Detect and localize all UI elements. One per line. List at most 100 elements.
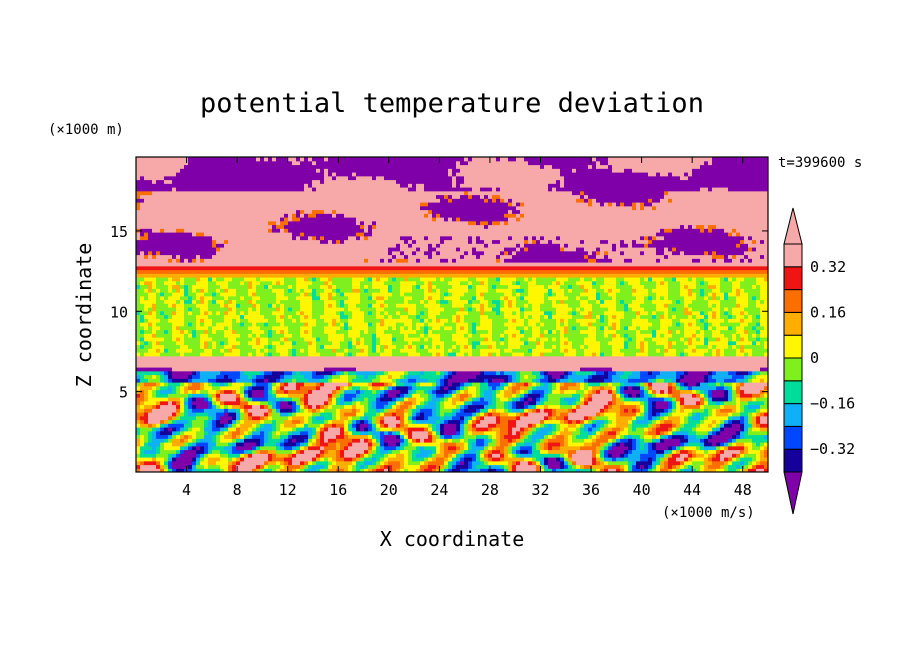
heatmap-cell — [372, 427, 377, 432]
heatmap-cell — [340, 442, 349, 447]
heatmap-cell — [660, 333, 665, 338]
heatmap-cell — [488, 198, 493, 203]
heatmap-cell — [260, 280, 273, 286]
heatmap-cell — [544, 397, 549, 402]
heatmap-cell — [540, 427, 553, 432]
heatmap-cell — [356, 235, 361, 241]
heatmap-cell — [388, 400, 393, 406]
heatmap-cell — [656, 250, 665, 256]
heatmap-cell — [704, 460, 713, 466]
heatmap-cell — [648, 442, 653, 447]
heatmap-cell — [332, 292, 337, 297]
heatmap-cell — [736, 295, 749, 301]
heatmap-cell — [532, 404, 537, 409]
heatmap-cell — [488, 464, 501, 469]
heatmap-cell — [396, 445, 401, 451]
heatmap-cell — [360, 295, 369, 301]
heatmap-cell — [480, 322, 493, 327]
heatmap-cell — [760, 318, 768, 323]
heatmap-cell — [592, 374, 609, 379]
heatmap-cell — [184, 314, 197, 319]
heatmap-cell — [624, 434, 629, 439]
heatmap-cell — [744, 389, 761, 394]
heatmap-cell — [736, 277, 745, 282]
heatmap-cell — [468, 239, 473, 244]
heatmap-cell — [500, 352, 513, 357]
heatmap-cell — [412, 382, 417, 387]
heatmap-cell — [684, 224, 689, 229]
heatmap-cell — [564, 292, 581, 297]
heatmap-cell — [504, 198, 509, 203]
heatmap-cell — [464, 382, 469, 387]
heatmap-cell — [156, 340, 161, 346]
heatmap-cell — [688, 224, 693, 229]
heatmap-cell — [644, 404, 649, 409]
heatmap-cell — [280, 307, 285, 312]
heatmap-cell — [604, 288, 609, 293]
heatmap-cell — [464, 314, 481, 319]
heatmap-cell — [680, 385, 685, 391]
heatmap-cell — [572, 190, 581, 196]
heatmap-cell — [404, 333, 409, 338]
heatmap-cell — [536, 404, 545, 409]
heatmap-cell — [740, 303, 749, 308]
heatmap-cell — [668, 449, 673, 454]
heatmap-cell — [484, 370, 497, 376]
heatmap-cell — [180, 445, 185, 451]
heatmap-cell — [312, 340, 317, 346]
heatmap-cell — [432, 352, 437, 357]
heatmap-cell — [496, 277, 501, 282]
heatmap-cell — [168, 284, 173, 289]
heatmap-cell — [692, 258, 701, 263]
heatmap-cell — [548, 434, 553, 439]
heatmap-cell — [148, 412, 173, 417]
heatmap-cell — [280, 217, 285, 222]
heatmap-cell — [580, 382, 585, 387]
heatmap-cell — [508, 209, 513, 214]
heatmap-cell — [268, 453, 273, 458]
heatmap-cell — [160, 389, 173, 394]
heatmap-cell — [560, 318, 565, 323]
heatmap-cell — [664, 434, 669, 439]
heatmap-cell — [744, 344, 765, 349]
heatmap-cell — [688, 288, 693, 293]
heatmap-cell — [420, 445, 425, 451]
heatmap-cell — [420, 438, 425, 443]
heatmap-cell — [236, 344, 253, 349]
heatmap-cell — [408, 457, 413, 462]
heatmap-cell — [428, 247, 437, 252]
heatmap-cell — [616, 419, 629, 424]
heatmap-cell — [540, 378, 549, 383]
heatmap-cell — [292, 284, 297, 289]
heatmap-cell — [456, 370, 481, 376]
heatmap-cell — [552, 468, 557, 472]
heatmap-cell — [636, 325, 641, 331]
heatmap-cell — [276, 318, 285, 323]
heatmap-cell — [648, 430, 657, 436]
heatmap-cell — [144, 408, 153, 413]
heatmap-cell — [252, 427, 257, 432]
heatmap-cell — [216, 329, 225, 334]
heatmap-cell — [364, 329, 369, 334]
heatmap-cell — [284, 438, 289, 443]
heatmap-cell — [576, 468, 581, 472]
heatmap-cell — [628, 464, 633, 469]
heatmap-cell — [544, 370, 549, 376]
heatmap-cell — [312, 187, 317, 192]
heatmap-cell — [604, 457, 613, 462]
heatmap-cell — [272, 370, 285, 376]
heatmap-cell — [492, 393, 497, 398]
heatmap-cell — [164, 344, 181, 349]
heatmap-cell — [536, 438, 541, 443]
heatmap-cell — [712, 393, 725, 398]
heatmap-cell — [464, 445, 469, 451]
heatmap-cell — [688, 385, 693, 391]
heatmap-cell — [580, 322, 589, 327]
heatmap-cell — [164, 442, 173, 447]
heatmap-cell — [628, 393, 633, 398]
heatmap-cell — [580, 400, 585, 406]
heatmap-cell — [212, 344, 217, 349]
heatmap-cell — [500, 397, 509, 402]
heatmap-cell — [312, 389, 333, 394]
heatmap-cell — [160, 295, 165, 301]
